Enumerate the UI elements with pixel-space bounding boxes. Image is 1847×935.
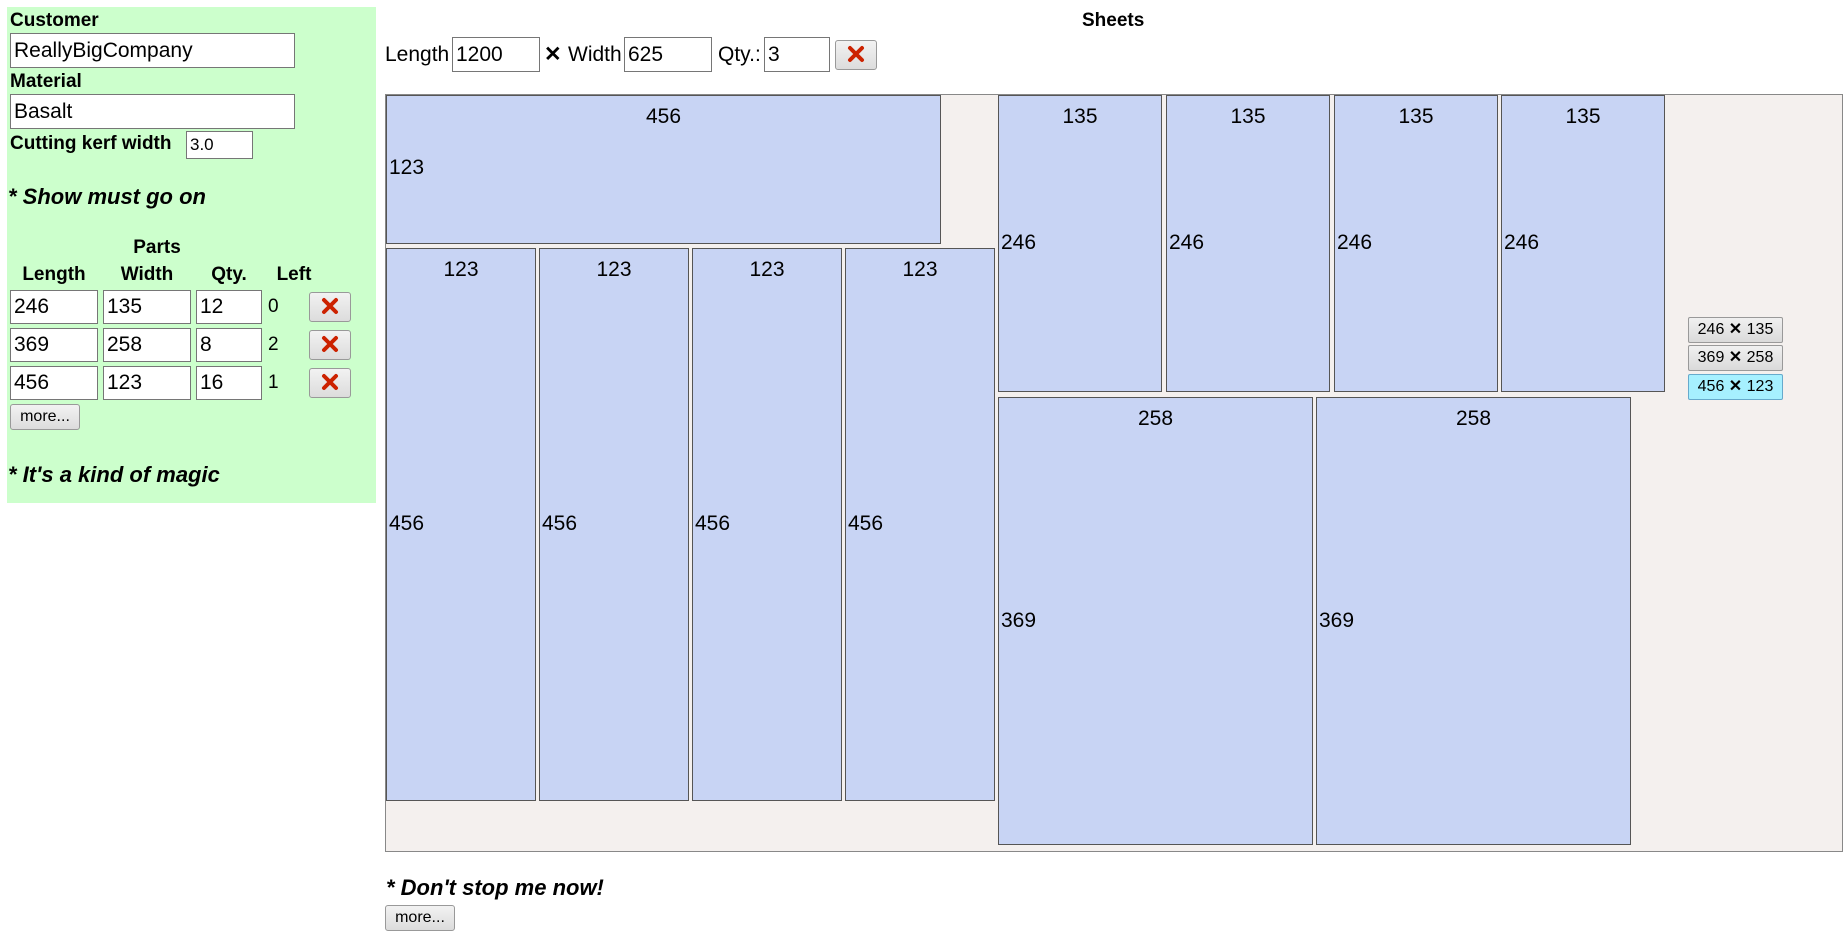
times-icon: ✕ <box>544 43 562 66</box>
part-width-label: 123 <box>443 258 479 281</box>
placed-part[interactable]: 135 246 <box>1334 95 1498 392</box>
part-height-label: 246 <box>1001 231 1037 254</box>
sheet-width-input[interactable] <box>624 37 712 72</box>
part-width-label: 135 <box>1062 105 1098 128</box>
part-height-label: 456 <box>848 512 884 535</box>
material-input[interactable] <box>10 94 295 129</box>
part-height-label: 456 <box>695 512 731 535</box>
part-length-input[interactable] <box>10 366 98 400</box>
close-icon <box>321 335 339 356</box>
close-icon <box>321 297 339 318</box>
part-height-label: 246 <box>1504 231 1540 254</box>
delete-part-button[interactable] <box>309 368 351 398</box>
sheet-qty-label: Qty.: <box>718 43 761 66</box>
customer-input[interactable] <box>10 33 295 68</box>
delete-part-button[interactable] <box>309 330 351 360</box>
chip-length: 369 <box>1697 349 1725 366</box>
part-width-label: 135 <box>1398 105 1434 128</box>
customer-label: Customer <box>10 10 99 31</box>
sheet-length-input[interactable] <box>452 37 540 72</box>
part-chip-selected[interactable]: 456 ✕ 123 <box>1688 374 1783 400</box>
times-icon: ✕ <box>1728 321 1743 338</box>
delete-sheet-button[interactable] <box>835 40 877 70</box>
part-qty-input[interactable] <box>196 328 262 362</box>
part-width-label: 123 <box>596 258 632 281</box>
parts-header-qty: Qty. <box>211 264 247 285</box>
note-kind-of-magic: * It's a kind of magic <box>8 462 220 487</box>
part-width-label: 135 <box>1230 105 1266 128</box>
sheets-title: Sheets <box>1082 10 1145 31</box>
part-width-label: 123 <box>749 258 785 281</box>
part-width-label: 258 <box>1455 407 1492 430</box>
chip-width: 123 <box>1746 378 1774 395</box>
parts-header-length: Length <box>22 264 86 285</box>
sheet-layout: 456 123 123 456 123 456 123 456 123 456 … <box>385 94 1843 852</box>
close-icon <box>321 373 339 394</box>
part-height-label: 456 <box>389 512 425 535</box>
part-chip[interactable]: 369 ✕ 258 <box>1688 345 1783 371</box>
part-height-label: 369 <box>1001 609 1037 632</box>
placed-part[interactable]: 123 456 <box>845 248 995 801</box>
part-height-label: 456 <box>542 512 578 535</box>
note-show-must-go-on: * Show must go on <box>8 184 206 209</box>
note-dont-stop-me-now: * Don't stop me now! <box>386 875 604 900</box>
close-icon <box>847 45 865 66</box>
part-length-input[interactable] <box>10 328 98 362</box>
more-parts-button[interactable]: more... <box>10 404 80 430</box>
parts-header-left: Left <box>276 264 312 285</box>
parts-title: Parts <box>133 237 181 258</box>
chip-length: 246 <box>1697 321 1725 338</box>
delete-part-button[interactable] <box>309 292 351 322</box>
part-chip[interactable]: 246 ✕ 135 <box>1688 317 1783 343</box>
part-width-label: 135 <box>1565 105 1601 128</box>
part-width-input[interactable] <box>103 366 191 400</box>
part-width-label: 456 <box>645 105 682 128</box>
part-left-count: 2 <box>268 334 279 355</box>
material-label: Material <box>10 71 82 92</box>
placed-part[interactable]: 135 246 <box>1501 95 1665 392</box>
part-height-label: 369 <box>1319 609 1355 632</box>
sheet-width-label: Width <box>568 43 622 66</box>
sheet-length-label: Length <box>385 43 450 66</box>
more-sheets-button[interactable]: more... <box>385 905 455 931</box>
times-icon: ✕ <box>1728 349 1743 366</box>
part-height-label: 246 <box>1337 231 1373 254</box>
chip-width: 135 <box>1746 321 1774 338</box>
sheet-qty-input[interactable] <box>764 37 830 72</box>
chip-length: 456 <box>1697 378 1725 395</box>
placed-part[interactable]: 123 456 <box>539 248 689 801</box>
placed-part[interactable]: 135 246 <box>1166 95 1330 392</box>
kerf-label: Cutting kerf width <box>10 133 172 154</box>
part-height-label: 123 <box>389 156 425 179</box>
kerf-input[interactable] <box>186 131 253 159</box>
part-left-count: 0 <box>268 296 279 317</box>
part-width-label: 123 <box>902 258 938 281</box>
part-width-label: 258 <box>1137 407 1174 430</box>
part-width-input[interactable] <box>103 328 191 362</box>
placed-part[interactable]: 456 123 <box>386 95 941 244</box>
placed-part[interactable]: 123 456 <box>386 248 536 801</box>
placed-part[interactable]: 135 246 <box>998 95 1162 392</box>
customer-panel: Customer Material Cutting kerf width * S… <box>7 7 376 503</box>
part-left-count: 1 <box>268 372 279 393</box>
part-qty-input[interactable] <box>196 290 262 324</box>
times-icon: ✕ <box>1728 378 1743 395</box>
placed-part[interactable]: 258 369 <box>998 397 1313 845</box>
parts-header-width: Width <box>120 264 174 285</box>
part-length-input[interactable] <box>10 290 98 324</box>
part-height-label: 246 <box>1169 231 1205 254</box>
chip-width: 258 <box>1746 349 1774 366</box>
placed-part[interactable]: 258 369 <box>1316 397 1631 845</box>
part-width-input[interactable] <box>103 290 191 324</box>
placed-part[interactable]: 123 456 <box>692 248 842 801</box>
part-qty-input[interactable] <box>196 366 262 400</box>
